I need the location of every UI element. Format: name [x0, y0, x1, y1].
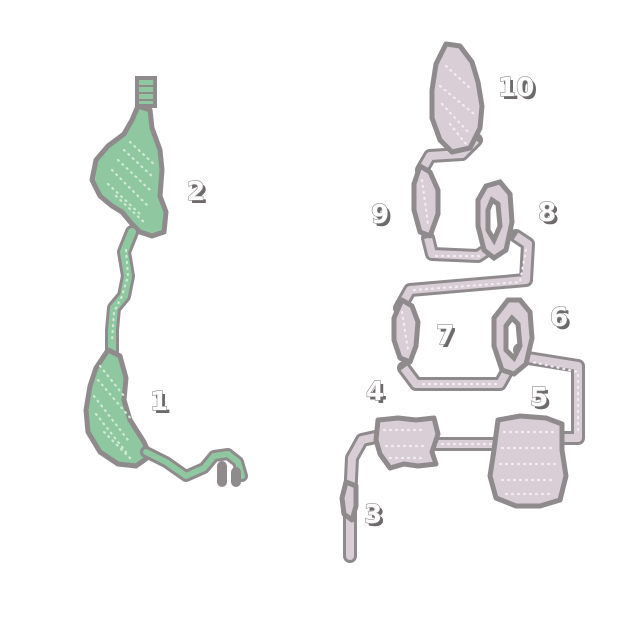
area-4-zone[interactable]: [373, 415, 441, 471]
svg-text:3: 3: [364, 500, 382, 530]
area-10-label[interactable]: 10 10: [497, 72, 537, 106]
area-6-label[interactable]: 6 6: [549, 302, 571, 336]
svg-text:9: 9: [371, 200, 389, 230]
svg-text:6: 6: [553, 306, 571, 336]
area-5-label[interactable]: 5 5: [529, 382, 551, 416]
area-2-label[interactable]: 2 2: [186, 176, 208, 210]
svg-text:8: 8: [538, 198, 556, 228]
area-7-label[interactable]: 7 7: [435, 320, 457, 354]
area-8-label[interactable]: 8 8: [537, 197, 559, 231]
area-2-zone[interactable]: [89, 103, 169, 239]
area-9-zone[interactable]: [411, 163, 441, 239]
svg-text:7: 7: [439, 324, 457, 354]
svg-text:9: 9: [374, 203, 392, 233]
svg-text:5: 5: [533, 386, 551, 416]
svg-text:2: 2: [190, 180, 208, 210]
area-labels: 1 1 2 2 3 3 4 4 5 5 6 6 7 7 8 8: [149, 72, 571, 533]
area-5-zone[interactable]: [487, 413, 569, 509]
area-1-label[interactable]: 1 1: [149, 386, 171, 420]
area-8-zone[interactable]: [475, 179, 515, 262]
svg-text:8: 8: [541, 201, 559, 231]
svg-text:4: 4: [369, 380, 387, 410]
area-10-zone[interactable]: [429, 41, 485, 155]
area-3-label[interactable]: 3 3: [363, 499, 385, 533]
svg-text:7: 7: [436, 321, 454, 351]
purple-region: [339, 41, 585, 563]
svg-text:1: 1: [153, 390, 171, 420]
svg-text:3: 3: [367, 503, 385, 533]
svg-text:4: 4: [366, 377, 384, 407]
svg-text:5: 5: [530, 383, 548, 413]
area-9-label[interactable]: 9 9: [370, 199, 392, 233]
green-region: [83, 76, 248, 487]
area-1-zone[interactable]: [83, 347, 153, 469]
svg-text:6: 6: [550, 303, 568, 333]
area-6-zone[interactable]: [491, 297, 535, 377]
svg-text:10: 10: [501, 76, 537, 106]
svg-text:1: 1: [150, 387, 168, 417]
area-3-zone[interactable]: [339, 479, 359, 523]
svg-text:10: 10: [498, 73, 534, 103]
svg-text:2: 2: [187, 177, 205, 207]
area-4-label[interactable]: 4 4: [365, 376, 387, 410]
